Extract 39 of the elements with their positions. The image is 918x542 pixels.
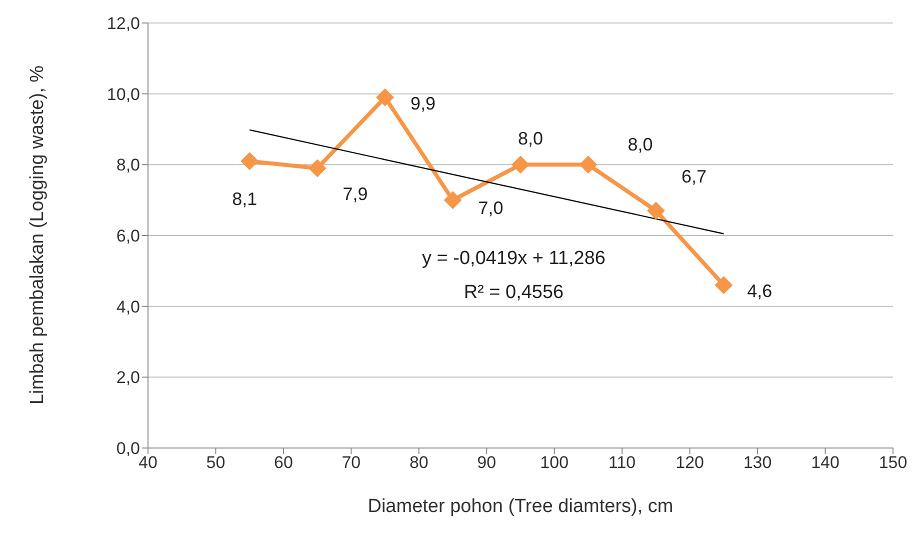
x-tick-label: 150 — [878, 453, 908, 472]
x-tick-label: 100 — [540, 453, 569, 472]
x-tick-label: 130 — [743, 453, 772, 472]
y-tick-label: 6,0 — [116, 226, 140, 246]
x-tick-label: 140 — [811, 453, 840, 472]
point — [308, 159, 326, 178]
data-label: 4,6 — [747, 281, 772, 302]
data-label: 8,0 — [518, 128, 544, 149]
point — [512, 156, 530, 174]
y-tick-label: 12,0 — [106, 14, 140, 34]
x-tick-label: 110 — [608, 453, 636, 472]
x-tick-label: 120 — [676, 453, 704, 472]
x-tick-label: 50 — [206, 453, 226, 472]
x-tick-label: 40 — [138, 453, 158, 472]
y-tick-label: 4,0 — [116, 297, 140, 316]
data-label: 7,9 — [342, 184, 368, 204]
point — [646, 202, 665, 220]
y-tick-label: 0,0 — [116, 439, 140, 458]
data-label: 8,1 — [232, 189, 258, 210]
point — [240, 152, 259, 170]
data-label: 7,0 — [478, 198, 504, 218]
y-axis-title: Limbah pembalakan (Logging waste), % — [27, 64, 49, 406]
data-label: 6,7 — [681, 166, 706, 187]
x-tick-label: 90 — [477, 453, 496, 472]
x-tick-label: 60 — [274, 453, 293, 472]
x-tick-label: 80 — [409, 453, 428, 472]
point — [579, 156, 598, 174]
y-tick-label: 10,0 — [106, 84, 140, 104]
data-label: 8,0 — [628, 134, 653, 155]
x-tick-label: 70 — [342, 453, 361, 472]
y-tick-label: 2,0 — [116, 368, 140, 388]
point — [444, 191, 462, 210]
point — [376, 88, 394, 106]
point — [714, 276, 733, 294]
data-label: 9,9 — [410, 93, 436, 114]
x-axis-title: Diameter pohon (Tree diamters), cm — [366, 496, 674, 518]
y-tick-label: 8,0 — [116, 156, 140, 175]
annotation: y = -0,0419x + 11,286 — [422, 248, 606, 269]
annotation: R² = 0,4556 — [464, 282, 564, 303]
